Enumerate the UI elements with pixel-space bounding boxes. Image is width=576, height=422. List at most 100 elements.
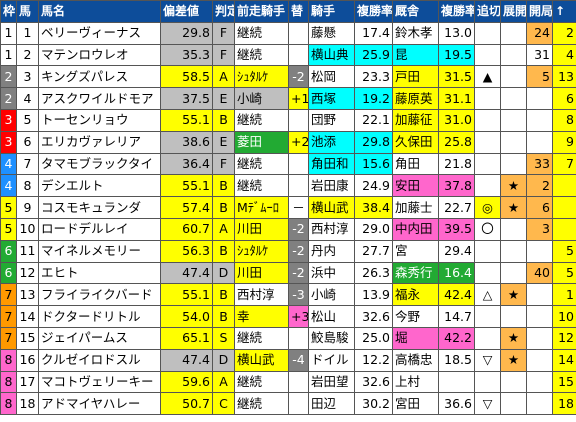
horse-name-cell: フライライクバード xyxy=(38,283,161,307)
jockey-rate-cell: 27.7 xyxy=(354,239,393,263)
jockey-cell: 鮫島駿 xyxy=(308,326,355,350)
stable-cell: 角田 xyxy=(392,152,439,176)
jockey-cell: 横山典 xyxy=(308,43,355,67)
prev-jockey-cell: 川田 xyxy=(234,261,289,285)
hensachi-cell: 55.1 xyxy=(160,108,213,132)
kaikyoku-cell xyxy=(526,392,553,416)
up-cell: 1 xyxy=(552,283,576,307)
horse-name-cell: アドマイヤハレー xyxy=(38,392,161,416)
table-row: 3 6 エリカヴァレリア 38.6 E 菱田 +2 池添 29.8 久保田 25.8 9 xyxy=(0,130,576,154)
uma-cell: 6 xyxy=(16,130,39,154)
oikiri-cell: ◎ xyxy=(474,196,501,219)
jockey-rate-cell: 32.6 xyxy=(354,305,393,328)
waku-cell: 2 xyxy=(0,65,17,89)
uma-cell: 4 xyxy=(16,87,39,110)
table-row: 6 11 マイネルメモリー 56.3 B ｼｭﾀﾙｹ -2 丹内 27.7 宮 29.4 5 xyxy=(0,239,576,263)
hensachi-cell: 56.3 xyxy=(160,239,213,263)
tenkai-cell xyxy=(500,108,527,132)
prev-jockey-cell: 継続 xyxy=(234,152,289,176)
table-row: 7 15 ジェイパームス 65.1 S 継続 鮫島駿 25.0 堀 42.2 ★ 12 xyxy=(0,326,576,350)
hensachi-cell: 57.4 xyxy=(160,196,213,219)
jockey-rate-cell: 38.4 xyxy=(354,196,393,219)
kawari-cell: +2 xyxy=(288,130,309,154)
table-row: 7 13 フライライクバード 55.1 B 西村淳 -3 小崎 13.9 福永 42.4 △ ★ 1 xyxy=(0,283,576,307)
jockey-rate-cell: 30.2 xyxy=(354,392,393,416)
oikiri-cell xyxy=(474,87,501,110)
horse-name-cell: キングズパレス xyxy=(38,65,161,89)
table-row: 6 12 エヒト 47.4 D 川田 -2 浜中 26.3 森秀行 16.4 40 5 xyxy=(0,261,576,285)
hantei-cell: E xyxy=(212,130,235,154)
stable-cell: 宮田 xyxy=(392,392,439,416)
tenkai-cell: ★ xyxy=(500,174,527,198)
oikiri-cell xyxy=(474,305,501,328)
stable-cell: 宮 xyxy=(392,239,439,263)
up-cell: 6 xyxy=(552,87,576,110)
jockey-rate-cell: 15.6 xyxy=(354,152,393,176)
kawari-cell: +1 xyxy=(288,87,309,110)
stable-rate-cell: 39.5 xyxy=(438,217,475,241)
jockey-rate-cell: 32.6 xyxy=(354,370,393,394)
jockey-rate-cell: 26.3 xyxy=(354,261,393,285)
oikiri-cell xyxy=(474,370,501,394)
horse-name-cell: エヒト xyxy=(38,261,161,285)
kaikyoku-cell: 3 xyxy=(526,217,553,241)
up-cell: 2 xyxy=(552,21,576,45)
hensachi-cell: 65.1 xyxy=(160,326,213,350)
oikiri-cell: △ xyxy=(474,283,501,307)
tenkai-cell xyxy=(500,87,527,110)
kaikyoku-cell: 6 xyxy=(526,196,553,219)
header-hensachi: 偏差値 xyxy=(160,0,213,23)
kawari-cell: -2 xyxy=(288,261,309,285)
tenkai-cell xyxy=(500,305,527,328)
hantei-cell: C xyxy=(212,392,235,416)
oikiri-cell xyxy=(474,326,501,350)
table-row: 2 4 アスクワイルドモア 37.5 E 小崎 +1 西塚 19.2 藤原英 31.1 6 xyxy=(0,87,576,110)
up-cell: 18 xyxy=(552,392,576,416)
jockey-rate-cell: 29.8 xyxy=(354,130,393,154)
horse-name-cell: アスクワイルドモア xyxy=(38,87,161,110)
kaikyoku-cell: 33 xyxy=(526,152,553,176)
tenkai-cell: ★ xyxy=(500,283,527,307)
stable-cell: 森秀行 xyxy=(392,261,439,285)
kaikyoku-cell xyxy=(526,108,553,132)
stable-cell: 堀 xyxy=(392,326,439,350)
stable-rate-cell: 13.0 xyxy=(438,21,475,45)
tenkai-cell xyxy=(500,370,527,394)
tenkai-cell: ★ xyxy=(500,326,527,350)
uma-cell: 12 xyxy=(16,261,39,285)
horse-name-cell: タマモブラックタイ xyxy=(38,152,161,176)
stable-rate-cell: 18.5 xyxy=(438,348,475,372)
oikiri-cell: ▽ xyxy=(474,392,501,416)
header-row: 枠 馬 馬名 偏差値 判定 前走騎手 替 騎手 複勝率 厩舎 複勝率 追切 展開… xyxy=(0,0,576,23)
jockey-cell: 田辺 xyxy=(308,392,355,416)
uma-cell: 17 xyxy=(16,370,39,394)
header-tenkai: 展開 xyxy=(500,0,527,23)
hantei-cell: F xyxy=(212,21,235,45)
oikiri-cell xyxy=(474,261,501,285)
waku-cell: 3 xyxy=(0,108,17,132)
jockey-cell: 藤懸 xyxy=(308,21,355,45)
tenkai-cell xyxy=(500,130,527,154)
hensachi-cell: 60.7 xyxy=(160,217,213,241)
stable-rate-cell: 31.1 xyxy=(438,87,475,110)
horse-name-cell: クルゼイロドスル xyxy=(38,348,161,372)
horse-name-cell: マテンロウレオ xyxy=(38,43,161,67)
header-kyusha: 厩舎 xyxy=(392,0,439,23)
jockey-rate-cell: 13.9 xyxy=(354,283,393,307)
tenkai-cell xyxy=(500,261,527,285)
stable-rate-cell xyxy=(438,370,475,394)
uma-cell: 9 xyxy=(16,196,39,219)
stable-rate-cell: 21.8 xyxy=(438,152,475,176)
tenkai-cell xyxy=(500,65,527,89)
hensachi-cell: 58.5 xyxy=(160,65,213,89)
hensachi-cell: 35.3 xyxy=(160,43,213,67)
prev-jockey-cell: 継続 xyxy=(234,392,289,416)
stable-cell: 高橋忠 xyxy=(392,348,439,372)
tenkai-cell xyxy=(500,152,527,176)
up-cell: 4 xyxy=(552,43,576,67)
up-cell: 8 xyxy=(552,108,576,132)
jockey-cell: 角田和 xyxy=(308,152,355,176)
waku-cell: 8 xyxy=(0,348,17,372)
uma-cell: 13 xyxy=(16,283,39,307)
waku-cell: 7 xyxy=(0,283,17,307)
